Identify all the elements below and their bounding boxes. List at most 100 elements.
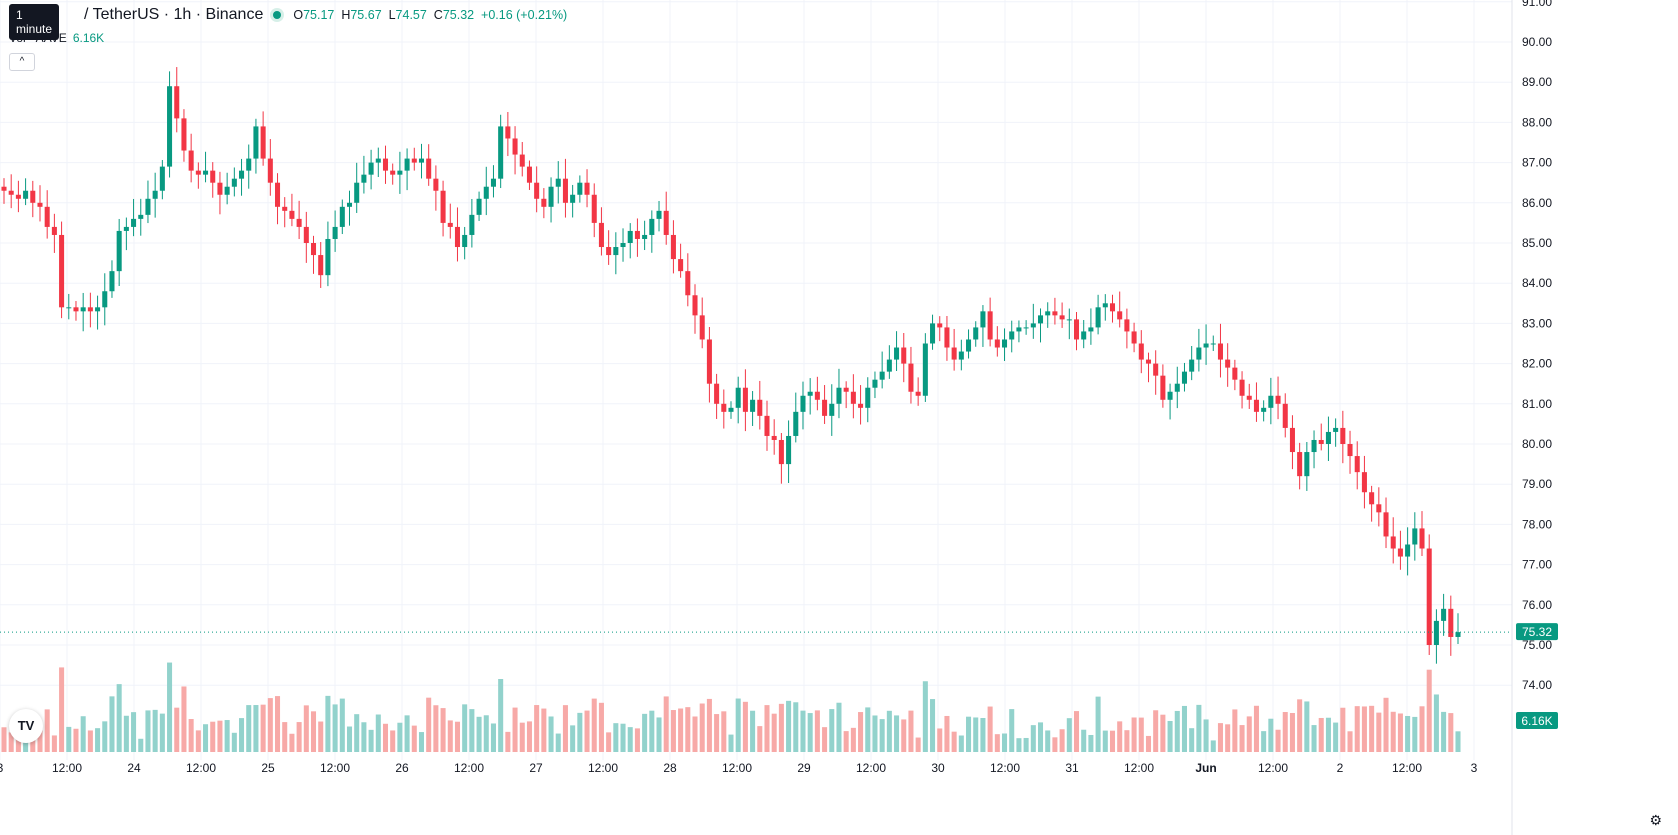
candle-body <box>1325 431 1331 444</box>
volume-bar <box>901 719 907 752</box>
candle-body <box>966 339 972 352</box>
time-tick-label: 12:00 <box>990 761 1020 775</box>
volume-bar <box>1361 706 1367 752</box>
candle-body <box>310 243 317 256</box>
candle-body <box>555 178 561 187</box>
candle-body <box>1275 395 1281 404</box>
volume-bar <box>123 715 129 752</box>
volume-bar <box>1131 717 1137 752</box>
volume-bar <box>1174 710 1180 752</box>
candle-body <box>1023 327 1029 329</box>
volume-bar <box>203 724 209 752</box>
candle-body <box>1131 331 1137 344</box>
candle-body <box>714 383 720 404</box>
candle-body <box>1412 528 1418 545</box>
candle-body <box>1181 371 1187 384</box>
candle-body <box>1009 331 1015 340</box>
time-tick-label: 12:00 <box>52 761 82 775</box>
candle-body <box>1376 504 1382 513</box>
candle-body <box>800 395 806 412</box>
volume-bar <box>469 709 475 752</box>
volume-bar <box>303 705 309 752</box>
time-tick-label: 12:00 <box>454 761 484 775</box>
candle-body <box>1354 456 1360 473</box>
volume-bar <box>1261 731 1267 752</box>
volume-bar <box>195 730 201 752</box>
candle-body <box>1347 444 1353 457</box>
volume-bar <box>325 695 331 752</box>
volume-bar <box>750 710 756 752</box>
candle-body <box>1253 399 1259 412</box>
gear-icon[interactable]: ⚙ <box>1649 812 1662 828</box>
candle-body <box>454 226 460 248</box>
candle-body <box>404 158 410 171</box>
volume-bar <box>584 710 590 752</box>
volume-bar <box>685 707 691 752</box>
price-tick-label: 89.00 <box>1522 75 1552 89</box>
volume-bar <box>764 705 770 752</box>
candle-body <box>973 327 979 340</box>
candle-body <box>562 178 568 203</box>
volume-bar <box>44 709 50 752</box>
volume-bar <box>1117 721 1123 752</box>
volume-bar <box>663 696 669 752</box>
volume-bar <box>1405 715 1411 752</box>
volume-bar <box>966 716 972 752</box>
volume-bar <box>73 728 79 752</box>
candle-body <box>318 255 324 276</box>
candle-body <box>894 347 900 360</box>
candle-body <box>95 307 101 312</box>
candle-body <box>1297 452 1303 477</box>
volume-bar <box>555 733 561 752</box>
candle-body <box>131 218 137 227</box>
candle-body <box>1239 379 1245 396</box>
candle-body <box>958 351 964 360</box>
candle-body <box>447 222 453 227</box>
volume-bar <box>454 721 460 752</box>
volume-bar <box>1045 730 1051 752</box>
volume-bar <box>498 679 504 752</box>
candle-body <box>1340 427 1346 444</box>
price-tick-label: 75.00 <box>1522 638 1552 652</box>
volume-bar <box>757 726 763 752</box>
volume-bar <box>505 731 511 752</box>
volume-bar <box>1297 699 1303 752</box>
candle-body <box>1361 472 1367 493</box>
volume-bar <box>1441 711 1447 752</box>
candle-body <box>505 126 511 139</box>
time-tick-label: 12:00 <box>856 761 886 775</box>
volume-bar <box>980 718 986 752</box>
volume-bar <box>706 698 712 752</box>
candle-body <box>1318 439 1324 444</box>
candle-body <box>1138 343 1144 360</box>
candle-body <box>253 126 259 159</box>
volume-bar <box>1354 706 1360 752</box>
volume-bar <box>915 737 921 752</box>
market-status-icon[interactable] <box>273 11 282 19</box>
volume-bar <box>850 727 856 752</box>
candle-body <box>1196 347 1202 360</box>
candle-body <box>685 271 691 296</box>
candle-body <box>174 86 180 119</box>
symbol-title[interactable]: / TetherUS · 1h · Binance <box>84 6 264 23</box>
volume-bar <box>224 720 230 752</box>
collapse-legend-button[interactable]: ^ <box>9 53 35 71</box>
volume-bar <box>1124 730 1130 752</box>
candle-body <box>836 387 842 404</box>
volume-bar <box>699 703 705 752</box>
price-axis[interactable]: 74.00 75.00 76.00 77.00 78.00 79.00 80.00 81.00… <box>1516 0 1558 729</box>
volume-bar <box>519 722 525 752</box>
volume-bar <box>354 714 360 752</box>
candle-body <box>195 170 201 175</box>
volume-bar <box>937 728 943 752</box>
volume-bar <box>908 710 914 752</box>
candle-body <box>742 387 748 412</box>
volume-bar <box>282 722 288 752</box>
candle-body <box>843 387 849 392</box>
candle-body <box>1225 359 1231 368</box>
candle-body <box>80 307 86 312</box>
tradingview-logo[interactable]: TV <box>9 709 43 743</box>
candle-body <box>1419 528 1425 549</box>
time-axis[interactable]: 3 12:00 24 12:00 25 12:00 26 12:00 27 12:00 28 12:0… <box>0 761 1478 775</box>
